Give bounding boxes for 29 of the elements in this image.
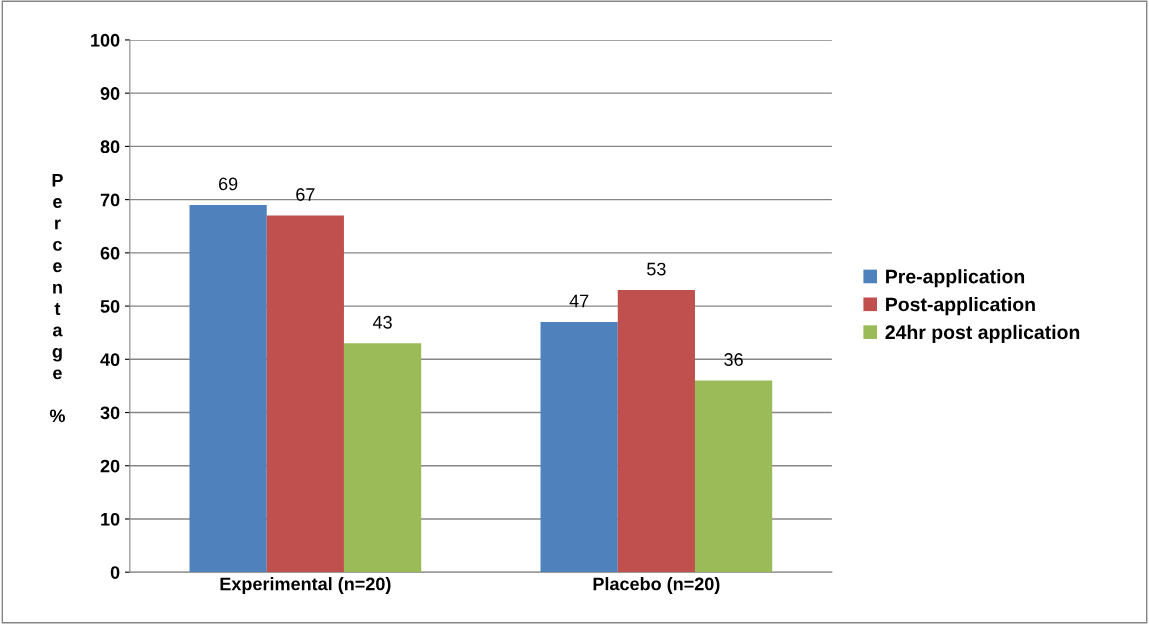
data-label: 67 <box>296 188 315 201</box>
y-tick-label: 50 <box>100 300 120 313</box>
legend-label: Pre-application <box>886 269 1025 288</box>
y-tick-label: 70 <box>100 193 120 207</box>
legend-label: Post-application <box>886 297 1035 316</box>
bar <box>694 380 773 573</box>
bar <box>266 215 344 573</box>
legend-label: 24hr post application <box>885 324 1080 343</box>
text: Percentage % <box>49 173 65 423</box>
bar <box>189 204 267 573</box>
y-tick-label: 20 <box>100 459 120 473</box>
data-label: 53 <box>647 262 666 276</box>
y-tick-label: 80 <box>100 140 120 154</box>
y-tick-label: 10 <box>101 512 120 526</box>
bar <box>343 343 422 573</box>
x-tick-label: Experimental (n=20) <box>220 577 391 594</box>
data-label: 47 <box>569 294 589 308</box>
y-tick-label: 0 <box>110 566 120 579</box>
data-label: 43 <box>372 315 392 329</box>
x-tick-label: Placebo (n=20) <box>593 577 720 594</box>
bar <box>540 322 618 573</box>
y-tick-label: 90 <box>100 87 120 100</box>
data-label: 69 <box>219 177 238 191</box>
y-tick-label: 100 <box>91 33 120 47</box>
data-label: 36 <box>724 353 743 366</box>
y-tick-label: 40 <box>100 353 120 367</box>
bar <box>617 290 695 573</box>
y-tick-label: 60 <box>100 246 120 260</box>
y-tick-label: 30 <box>100 406 120 420</box>
